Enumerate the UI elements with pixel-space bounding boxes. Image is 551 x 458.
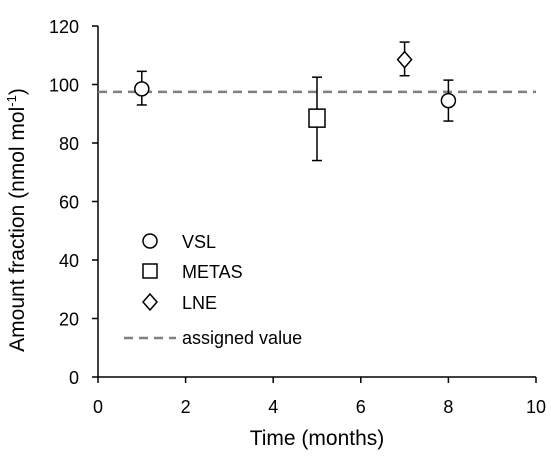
legend-label-metas: METAS: [182, 262, 243, 282]
y-axis-title: Amount fraction (nmol mol-1): [4, 88, 29, 352]
y-axis-title-close: ): [6, 88, 29, 95]
x-tick-label: 10: [526, 397, 546, 417]
y-tick-label: 80: [59, 134, 79, 154]
x-tick-label: 0: [93, 397, 103, 417]
y-tick-label: 100: [49, 76, 79, 96]
legend: VSL METAS LNE assigned value: [124, 232, 302, 348]
legend-label-assigned-value: assigned value: [182, 328, 302, 348]
data-points: [134, 41, 457, 162]
data-point-lne: [396, 50, 413, 69]
x-tick-label: 6: [356, 397, 366, 417]
y-tick-label: 40: [59, 251, 79, 271]
x-axis-title: Time (months): [250, 427, 385, 450]
y-axis-title-sup: -1: [4, 95, 19, 107]
y-ticks: 0 20 40 60 80 100 120: [49, 17, 98, 388]
data-point-vsl: [134, 81, 150, 97]
x-tick-label: 4: [268, 397, 278, 417]
legend-marker-square: [142, 263, 158, 279]
y-axis-title-main: Amount fraction (nmol mol: [6, 107, 29, 352]
x-tick-label: 2: [181, 397, 191, 417]
data-point-metas: [308, 108, 326, 128]
y-tick-label: 120: [49, 17, 79, 37]
legend-label-vsl: VSL: [182, 232, 216, 252]
y-tick-label: 20: [59, 310, 79, 330]
x-ticks: 0 2 4 6 8 10: [93, 377, 546, 417]
legend-marker-circle: [142, 233, 158, 249]
y-tick-label: 60: [59, 193, 79, 213]
x-tick-label: 8: [443, 397, 453, 417]
legend-label-lne: LNE: [182, 293, 217, 313]
data-point-vsl: [440, 92, 457, 109]
y-tick-label: 0: [69, 368, 79, 388]
legend-marker-diamond: [142, 292, 158, 312]
